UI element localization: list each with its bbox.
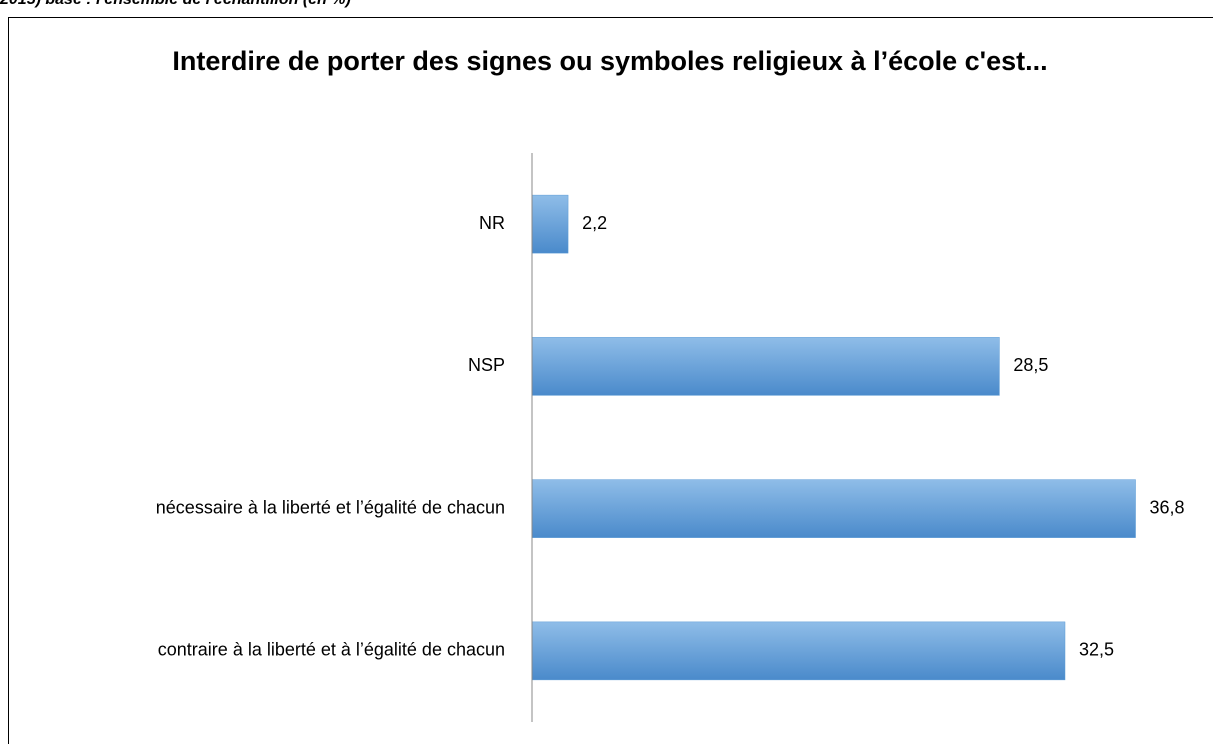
chart-title: Interdire de porter des signes ou symbol… bbox=[172, 46, 1048, 76]
y-tick-label: NR bbox=[479, 213, 505, 233]
data-label: 2,2 bbox=[582, 213, 607, 233]
y-tick-label: contraire à la liberté et à l’égalité de… bbox=[158, 640, 505, 660]
bar bbox=[531, 194, 569, 254]
bar bbox=[531, 479, 1136, 538]
bar bbox=[531, 337, 1000, 396]
chart-frame bbox=[8, 17, 1213, 744]
y-tick-label: nécessaire à la liberté et l’égalité de … bbox=[156, 497, 505, 517]
bar bbox=[531, 621, 1066, 681]
data-label: 36,8 bbox=[1150, 497, 1185, 517]
y-tick-label: NSP bbox=[468, 355, 505, 375]
data-label: 32,5 bbox=[1079, 640, 1114, 660]
data-label: 28,5 bbox=[1013, 355, 1048, 375]
caption: 2015) base : l'ensemble de l'échantillon… bbox=[0, 0, 351, 9]
